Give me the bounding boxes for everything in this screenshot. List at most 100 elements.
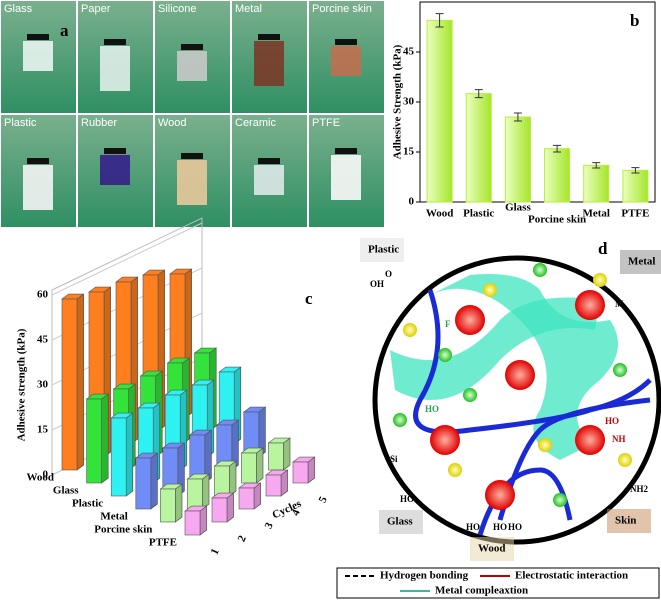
tape (181, 153, 203, 159)
bar (187, 478, 203, 510)
photo-label: Ceramic (235, 117, 276, 129)
error-bar (513, 112, 522, 122)
panel-label: b (630, 11, 639, 30)
y-tick-label: 30 (403, 96, 415, 108)
photo-sample (177, 160, 207, 205)
photo-label: Paper (81, 3, 111, 15)
particle (538, 438, 552, 452)
z-axis-label: Adhesive strength (kPa) (16, 328, 28, 441)
photo-label: PTFE (312, 117, 340, 129)
bar (238, 487, 255, 510)
z-tick-label: 45 (37, 334, 49, 346)
bar (544, 148, 571, 203)
bar (214, 465, 230, 497)
x-tick-label: Porcine skin (528, 214, 586, 226)
chem-label: HO (400, 494, 414, 504)
surface-photo (379, 510, 423, 534)
particle (575, 425, 605, 455)
bar-side (229, 460, 237, 497)
tape (181, 44, 203, 50)
panel-label: a (60, 21, 69, 40)
particle (438, 348, 452, 362)
bar-side (175, 483, 183, 523)
chem-label: F (445, 319, 451, 329)
bar-side (150, 452, 158, 510)
particle (483, 283, 497, 297)
particle (533, 263, 547, 277)
bar-side (283, 437, 291, 471)
particle (448, 463, 462, 477)
particle (553, 493, 567, 507)
surface-label: Wood (478, 543, 506, 555)
bar (265, 474, 282, 497)
x-tick-label: Glass (505, 202, 531, 214)
legend-label: Metal compleaxtion (435, 585, 528, 597)
category-label: Plastic (72, 498, 103, 510)
photo-sample (23, 41, 53, 71)
surface-label: Metal (628, 256, 655, 268)
chem-label: HO (605, 416, 619, 426)
surface-label: Plastic (368, 244, 399, 256)
surface-photo (360, 238, 404, 262)
photo-sample (23, 165, 53, 210)
bar (426, 19, 453, 203)
photo-sample (254, 41, 284, 86)
photo-label: Rubber (81, 117, 117, 129)
bar (241, 452, 257, 484)
legend-label: Electrostatic interaction (515, 570, 628, 582)
y-tick-label: 0 (409, 196, 415, 208)
particle (575, 290, 605, 320)
panel-label: d (598, 239, 608, 258)
z-tick-label: 30 (37, 379, 49, 391)
legend-label: Hydrogen bonding (380, 570, 469, 582)
chem-label: HO (466, 522, 480, 532)
bar (110, 417, 127, 497)
panel-label: c (305, 289, 313, 308)
chem-label: M (615, 299, 624, 309)
particle (430, 425, 460, 455)
particle (455, 305, 485, 335)
mechanism-diagram: dPlasticMetalGlassWoodSkinOHOMFHOSiHONHH… (336, 238, 661, 599)
error-bar (631, 167, 640, 174)
x-tick-label: 5 (317, 494, 330, 505)
category-label: PTFE (149, 537, 177, 549)
photo-label: Metal (235, 3, 262, 15)
bar (61, 298, 78, 471)
bar (268, 442, 284, 471)
bar (86, 398, 102, 484)
grid-line (51, 222, 203, 296)
bar-side (101, 393, 109, 484)
x-tick-label: 3 (263, 520, 276, 531)
bar (583, 164, 610, 203)
tape (258, 34, 280, 40)
x-tick-label: Plastic (463, 208, 494, 220)
photo-label: Plastic (4, 117, 37, 129)
chem-label: O (385, 269, 392, 279)
legend-box (336, 567, 660, 599)
y-tick-label: 15 (403, 146, 415, 158)
y-axis-label: Adhesive Strength (kPa) (392, 44, 404, 159)
tape (258, 158, 280, 164)
photo-sample (177, 51, 207, 81)
chem-label: HO (493, 522, 507, 532)
plot-frame (419, 1, 656, 203)
x-tick-label: Wood (426, 208, 454, 220)
surface-label: Skin (615, 515, 636, 527)
tape (27, 158, 49, 164)
bar (211, 497, 228, 523)
error-bar (435, 13, 444, 28)
bar-side (76, 293, 84, 471)
photo-sample (254, 165, 284, 195)
photo-label: Wood (158, 117, 187, 129)
bar (504, 116, 531, 203)
particle (593, 273, 607, 287)
category-label: Wood (26, 472, 54, 484)
category-label: Glass (53, 485, 79, 497)
particle (393, 413, 407, 427)
particle (485, 480, 515, 510)
bar (292, 461, 309, 484)
x-tick-label: Metal (583, 208, 610, 220)
category-label: Porcine skin (94, 524, 152, 536)
z-tick-label: 60 (37, 289, 49, 301)
